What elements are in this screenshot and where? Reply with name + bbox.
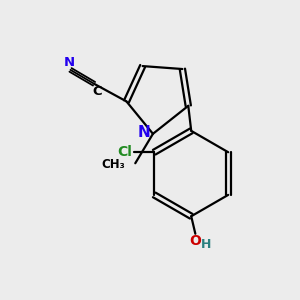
Text: H: H [201,238,211,251]
Text: C: C [93,85,102,98]
Text: O: O [189,234,201,248]
Text: Cl: Cl [117,145,132,159]
Text: N: N [138,125,151,140]
Text: CH₃: CH₃ [101,158,125,171]
Text: N: N [64,56,75,69]
